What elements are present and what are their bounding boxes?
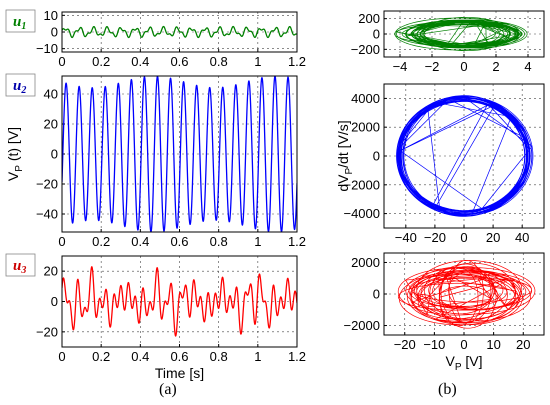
u1-time-ytick-label: 0 (51, 25, 58, 40)
u3-time-frame (61, 255, 298, 348)
u2-time-series-line (62, 76, 297, 232)
u2-phase-ytick-label: 0 (373, 149, 380, 164)
u2-phase-ytick-label: −2000 (343, 177, 380, 192)
u2-time-xtick-label: 0.2 (92, 234, 110, 249)
u3-phase-xtick-label: −20 (394, 337, 416, 352)
u3-phase-frame (383, 252, 545, 336)
u3-time-xtick-label: 0.4 (131, 349, 149, 364)
u3-time-xlabel: Time [s] (155, 365, 204, 381)
u1-time-frame (61, 11, 298, 53)
u2-phase-ytick-label: 4000 (351, 91, 380, 106)
u3-phase-chart: −20 −10 0 10 20 2000 0 −2000 VP [V] (343, 252, 545, 373)
u1-time-tag-box (5, 9, 36, 33)
u2-phase-chart: −40 −20 0 20 40 4000 2000 0 −2000 −4000 dVP/dt [V/… (335, 83, 545, 245)
u1-phase-ytick-label: 0 (373, 27, 380, 42)
u2-phase-xtick-label: 40 (515, 230, 529, 245)
u2-time-xtick-label: 1.2 (288, 234, 306, 249)
u3-phase-xtick-label: 10 (486, 337, 500, 352)
u1-phase-xtick-label: −2 (425, 59, 440, 74)
u1-time-xtick-label: 0.2 (92, 54, 110, 69)
u3-phase-ytick-label: 0 (373, 287, 380, 302)
u3-time-ytick-label: 20 (44, 264, 58, 279)
u1-time-xtick-label: 1.2 (288, 54, 306, 69)
u1-time-series-line (62, 25, 297, 39)
u3-time-ytick-label: 0 (51, 294, 58, 309)
u2-time-frame (61, 75, 298, 233)
u2-time-xtick-label: 0.4 (131, 234, 149, 249)
u3-time-xtick-label: 0.6 (170, 349, 188, 364)
u2-time-ytick-label: 0 (51, 147, 58, 162)
u1-phase-xtick-label: 0 (460, 59, 467, 74)
u2-phase-series-line (396, 95, 534, 217)
u2-time-xtick-label: 0 (58, 234, 65, 249)
u3-time-ytick-label: −20 (36, 324, 58, 339)
u2-time-ytick-label: −40 (36, 207, 58, 222)
u3-time-xtick-label: 1.2 (288, 349, 306, 364)
u3-phase-xtick-label: −10 (423, 337, 445, 352)
u3-time-xtick-label: 0.2 (92, 349, 110, 364)
u1-time-ytick-label: −10 (36, 41, 58, 56)
u2-phase-ytick-label: 2000 (351, 120, 380, 135)
u1-time-xtick-label: 1 (254, 54, 261, 69)
u2-time-xtick-label: 0.8 (210, 234, 228, 249)
u1-phase-series-line (394, 16, 528, 52)
u3-phase-series-line (397, 259, 536, 329)
u2-phase-xtick-label: −40 (395, 230, 417, 245)
u1-time-xtick-label: 0 (58, 54, 65, 69)
u3-phase-ytick-label: −2000 (343, 318, 380, 333)
u1-time-xtick-label: 0.8 (210, 54, 228, 69)
u1-time-xtick-label: 0.4 (131, 54, 149, 69)
u3-time-series-line (62, 266, 297, 337)
u2-phase-ylabel: dVP/dt [V/s] (335, 120, 355, 191)
caption-b: (b) (438, 381, 457, 398)
u3-phase-xtick-label: 0 (460, 337, 467, 352)
u3-time-xtick-label: 1 (254, 349, 261, 364)
u2-time-tag-box (5, 73, 36, 97)
u3-time-xtick-label: 0 (58, 349, 65, 364)
caption-a: (a) (159, 381, 177, 398)
u3-phase-xlabel: VP [V] (445, 353, 482, 373)
u2-time-ylabel: VP (t) [V] (5, 127, 25, 181)
u2-time-xtick-label: 0.6 (170, 234, 188, 249)
u2-phase-xtick-label: 20 (486, 230, 500, 245)
u2-phase-xtick-label: −20 (424, 230, 446, 245)
u2-time-xtick-label: 1 (254, 234, 261, 249)
u2-time-ytick-label: −20 (36, 177, 58, 192)
u1-phase-ytick-label: 200 (358, 11, 380, 26)
u2-phase-frame (383, 83, 545, 229)
u3-phase-xtick-label: 20 (516, 337, 530, 352)
u3-time-xtick-label: 0.8 (210, 349, 228, 364)
u1-time-ytick-label: 10 (44, 8, 58, 23)
u2-time-ytick-label: 40 (44, 87, 58, 102)
u1-phase-ytick-label: −200 (351, 42, 380, 57)
u2-phase-xtick-label: 0 (460, 230, 467, 245)
u1-phase-xtick-label: −4 (393, 59, 408, 74)
u3-phase-ytick-label: 2000 (351, 255, 380, 270)
u1-phase-xtick-label: 2 (492, 59, 499, 74)
u1-phase-xtick-label: 4 (524, 59, 531, 74)
u3-time-tag-box (5, 253, 36, 277)
u2-time-ytick-label: 20 (44, 117, 58, 132)
u1-phase-frame (383, 10, 545, 58)
u2-phase-ytick-label: −4000 (343, 206, 380, 221)
u1-time-xtick-label: 0.6 (170, 54, 188, 69)
